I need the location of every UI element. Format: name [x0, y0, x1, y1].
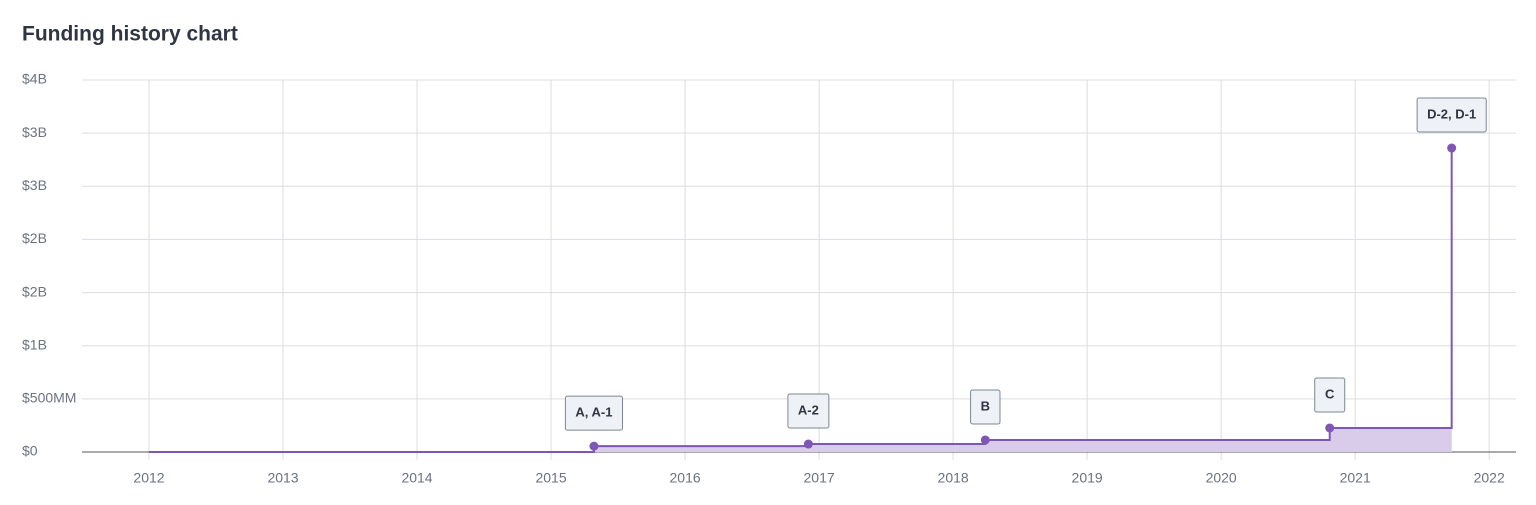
point	[589, 441, 599, 451]
point	[803, 439, 813, 449]
y-tick-label: $500MM	[22, 390, 76, 406]
label-text: B	[981, 398, 990, 413]
x-tick-label: 2019	[1072, 470, 1103, 486]
label-text: A-2	[798, 402, 819, 417]
y-tick-label: $3B	[22, 177, 47, 193]
y-tick-label: $2B	[22, 230, 47, 246]
point	[980, 435, 990, 445]
label-box	[787, 393, 830, 429]
x-tick-label: 2012	[133, 470, 164, 486]
label-box	[1416, 97, 1487, 133]
y-tick-label: $2B	[22, 283, 47, 299]
label-text: C	[1325, 386, 1335, 401]
x-tick-label: 2020	[1206, 470, 1237, 486]
label-text: D-2, D-1	[1427, 106, 1476, 121]
x-tick-label: 2014	[401, 470, 432, 486]
x-tick-label: 2016	[670, 470, 701, 486]
point-label: A-2	[787, 393, 830, 429]
x-tick-label: 2017	[804, 470, 835, 486]
x-tick-label: 2018	[938, 470, 969, 486]
label-text: A, A-1	[575, 405, 612, 420]
point-label: B	[970, 389, 1001, 425]
point-label: D-2, D-1	[1416, 97, 1487, 133]
y-tick-label: $4B	[22, 71, 47, 87]
label-box	[564, 395, 623, 431]
x-tick-label: 2022	[1474, 470, 1505, 486]
x-tick-label: 2021	[1340, 470, 1371, 486]
y-tick-label: $3B	[22, 124, 47, 140]
point	[1325, 423, 1335, 433]
y-tick-label: $1B	[22, 336, 47, 352]
x-tick-label: 2015	[535, 470, 566, 486]
point-label: C	[1314, 377, 1346, 413]
label-box	[1314, 377, 1346, 413]
point	[1447, 143, 1457, 153]
x-tick-label: 2013	[267, 470, 298, 486]
label-box	[970, 389, 1001, 425]
chart-title: Funding history chart	[22, 23, 238, 46]
point-label: A, A-1	[564, 395, 623, 431]
y-tick-label: $0	[22, 443, 38, 459]
